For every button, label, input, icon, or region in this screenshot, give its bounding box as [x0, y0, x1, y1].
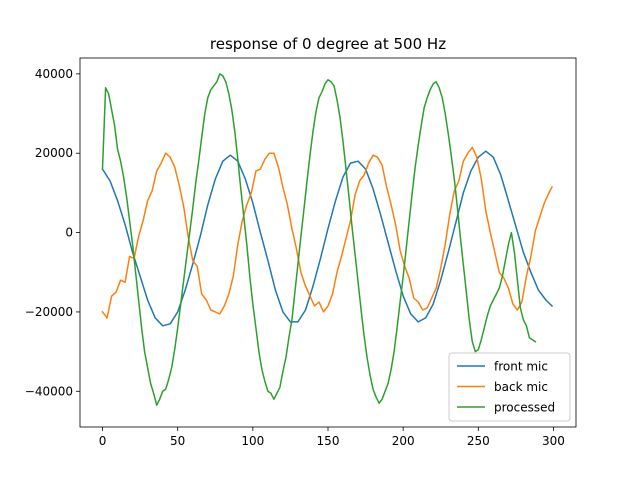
x-tick-label: 150: [317, 434, 340, 448]
y-tick-label: 0: [65, 226, 73, 240]
x-tick-label: 50: [170, 434, 185, 448]
y-tick-label: 20000: [35, 146, 73, 160]
series-line-0: [101, 150, 554, 327]
axes-layer: 0 50 100 150 200 250 300 −40000 −20000 0 20000 4000…: [25, 57, 577, 448]
y-tick-label: −40000: [25, 384, 73, 398]
y-tick-label: 40000: [35, 67, 73, 81]
x-tick-label: 250: [467, 434, 490, 448]
x-tick-label: 300: [542, 434, 565, 448]
legend-box: [448, 352, 571, 422]
x-tick-label: 200: [392, 434, 415, 448]
series-line-1: [101, 146, 554, 319]
legend-label: front mic: [494, 360, 548, 374]
series-layer: [101, 73, 554, 406]
chart-title: response of 0 degree at 500 Hz: [210, 35, 446, 53]
legend-label: back mic: [494, 380, 548, 394]
legend-label: processed: [494, 401, 555, 415]
x-tick-label: 0: [99, 434, 107, 448]
y-tick-label: −20000: [25, 305, 73, 319]
series-line-2: [101, 73, 537, 406]
x-tick-label: 100: [241, 434, 264, 448]
legend: front mic back mic processed: [448, 352, 571, 422]
